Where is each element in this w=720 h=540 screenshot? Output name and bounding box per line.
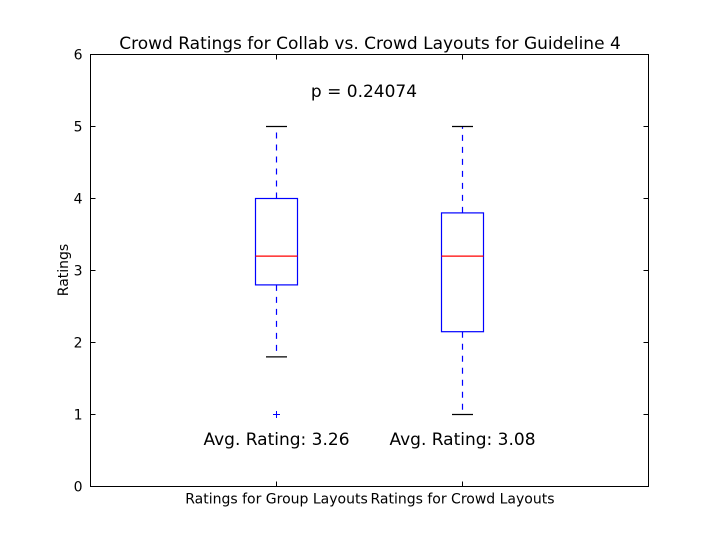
- y-axis-label: Ratings: [56, 244, 72, 296]
- avg-rating-label-0: Avg. Rating: 3.26: [203, 430, 349, 450]
- avg-rating-label-1: Avg. Rating: 3.08: [389, 430, 535, 450]
- x-tick-label-0: Ratings for Group Layouts: [185, 492, 368, 508]
- chart-title: Crowd Ratings for Collab vs. Crowd Layou…: [119, 34, 621, 54]
- boxes-group: Avg. Rating: 3.26 Avg. Rating: 3.08: [203, 125, 536, 450]
- p-value-annotation: p = 0.24074: [311, 82, 417, 102]
- x-tick-label-1: Ratings for Crowd Layouts: [370, 492, 554, 508]
- y-tick-label-2: 2: [74, 336, 83, 352]
- plot-frame: [90, 54, 649, 487]
- y-tick-label-1: 1: [74, 408, 83, 424]
- y-tick-label-4: 4: [74, 192, 83, 208]
- y-tick-label-0: 0: [74, 480, 83, 496]
- y-tick-label-5: 5: [74, 120, 83, 136]
- y-tick-label-3: 3: [74, 264, 83, 280]
- box-1: [440, 212, 485, 333]
- axis-ticks: 0 1 2 3 4 5 6 Ratings for Group Layouts Ratings …: [74, 48, 649, 508]
- y-tick-label-6: 6: [74, 48, 83, 64]
- box-0: [254, 197, 299, 286]
